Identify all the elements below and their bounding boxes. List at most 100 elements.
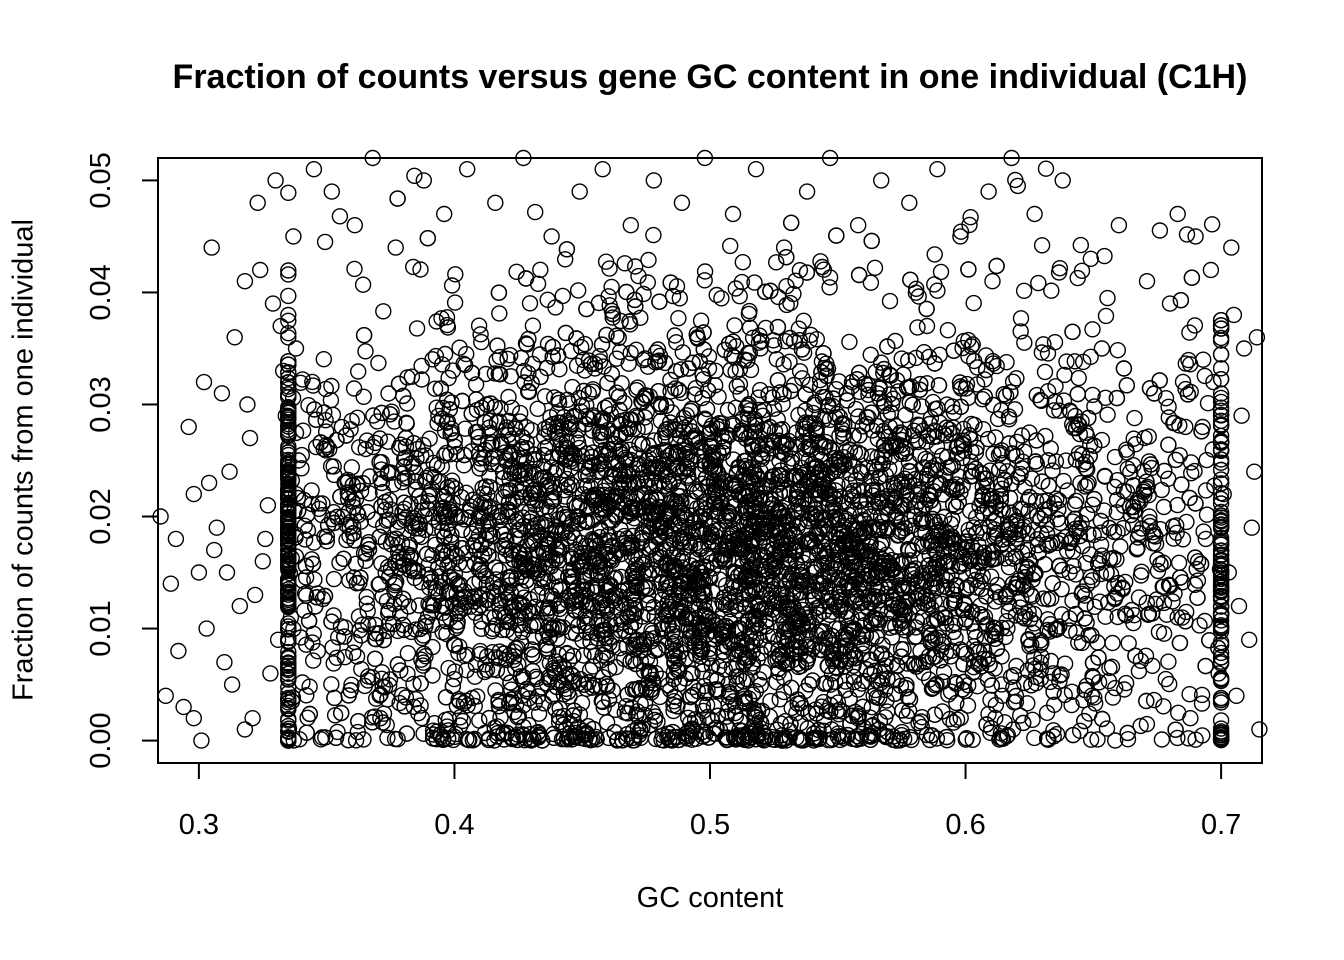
- data-point: [424, 351, 441, 368]
- data-point: [551, 619, 568, 636]
- data-point: [1086, 695, 1104, 712]
- data-point: [645, 172, 662, 189]
- data-point: [1161, 295, 1179, 312]
- data-point: [157, 687, 174, 704]
- data-point: [280, 712, 297, 729]
- data-point: [931, 346, 948, 363]
- data-point: [1177, 418, 1194, 436]
- data-point: [854, 418, 871, 435]
- data-point: [1212, 385, 1230, 402]
- data-point: [1169, 205, 1186, 223]
- data-point: [1212, 393, 1230, 411]
- data-point: [264, 295, 282, 312]
- data-point: [699, 682, 716, 699]
- data-point: [603, 278, 620, 296]
- data-point: [734, 254, 751, 271]
- data-point: [357, 552, 374, 569]
- data-point: [1058, 353, 1075, 370]
- data-point: [1189, 553, 1207, 570]
- data-point: [1197, 482, 1215, 499]
- data-point: [1082, 731, 1100, 748]
- data-point: [466, 697, 483, 715]
- data-point: [847, 400, 865, 418]
- data-point: [262, 665, 279, 682]
- data-point: [746, 274, 763, 291]
- data-point: [964, 336, 981, 353]
- data-point: [527, 203, 544, 221]
- data-point: [1117, 674, 1135, 692]
- data-point: [487, 682, 504, 699]
- data-point: [370, 354, 387, 372]
- data-point: [303, 482, 320, 499]
- data-point: [314, 495, 331, 512]
- data-point: [581, 662, 599, 679]
- data-point: [1002, 668, 1020, 685]
- data-point: [392, 594, 410, 611]
- data-point: [375, 303, 392, 320]
- data-point: [507, 640, 524, 657]
- data-point: [747, 160, 765, 178]
- data-point: [316, 233, 334, 251]
- data-point: [980, 183, 997, 200]
- data-point: [1149, 551, 1166, 568]
- data-point: [550, 391, 567, 408]
- data-point: [323, 377, 340, 395]
- data-point: [795, 312, 812, 329]
- data-point: [647, 708, 664, 725]
- data-point: [887, 332, 904, 350]
- data-point: [879, 703, 896, 720]
- data-point: [942, 683, 960, 700]
- data-point: [741, 319, 759, 336]
- data-point: [662, 371, 679, 389]
- data-point: [573, 339, 590, 356]
- data-point: [1082, 250, 1100, 267]
- data-point: [1072, 474, 1089, 492]
- data-point: [1057, 452, 1075, 469]
- data-point: [357, 440, 374, 458]
- data-point: [521, 295, 539, 312]
- data-point: [1098, 720, 1116, 737]
- data-point: [821, 269, 839, 286]
- data-point: [937, 427, 955, 444]
- data-point: [1132, 717, 1149, 735]
- data-point: [500, 388, 517, 406]
- data-point: [296, 517, 313, 534]
- data-point: [1138, 594, 1156, 611]
- data-point: [1212, 360, 1230, 377]
- data-point: [1155, 698, 1172, 715]
- data-point: [491, 305, 508, 322]
- data-point: [1064, 543, 1082, 560]
- data-point: [512, 404, 529, 422]
- data-point: [752, 381, 769, 399]
- data-point: [231, 597, 249, 615]
- data-point: [324, 639, 341, 656]
- data-point: [203, 239, 220, 256]
- data-point: [1016, 334, 1033, 351]
- data-point: [426, 380, 444, 397]
- data-point: [670, 310, 687, 327]
- data-point: [908, 658, 925, 675]
- data-point: [1101, 659, 1118, 677]
- data-point: [1093, 340, 1111, 357]
- data-point: [987, 593, 1004, 610]
- data-point: [309, 643, 326, 660]
- data-point: [1092, 524, 1110, 541]
- data-point: [636, 706, 653, 724]
- data-point: [1037, 160, 1055, 177]
- data-point: [1053, 581, 1070, 598]
- data-point: [1240, 631, 1258, 648]
- data-point: [974, 568, 991, 585]
- data-point: [1104, 634, 1121, 652]
- data-point: [252, 261, 269, 279]
- data-point: [1126, 409, 1143, 427]
- data-point: [523, 374, 540, 392]
- data-point: [1212, 495, 1230, 512]
- data-point: [1119, 731, 1137, 748]
- data-point: [1233, 407, 1250, 424]
- data-point: [970, 553, 987, 570]
- data-point: [424, 638, 441, 656]
- data-point: [216, 654, 233, 671]
- data-point: [349, 504, 366, 522]
- data-point: [645, 630, 662, 647]
